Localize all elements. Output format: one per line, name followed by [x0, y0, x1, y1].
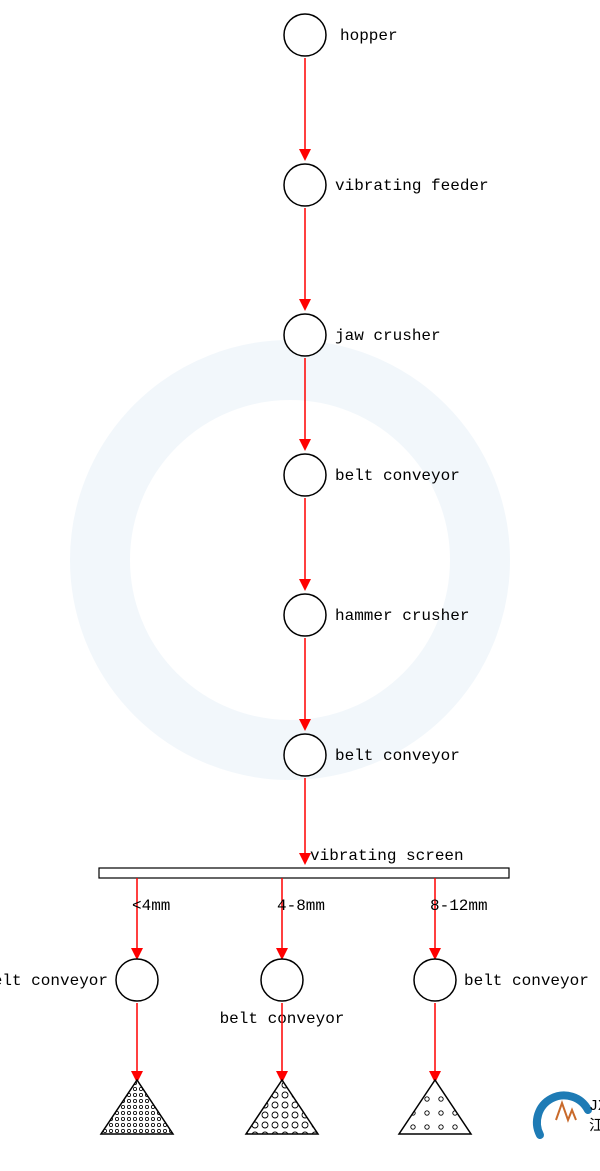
label-jaw-crusher: jaw crusher [335, 327, 441, 345]
logo-sub: 江 [589, 1117, 600, 1135]
node-branch-1 [261, 959, 303, 1001]
node-jaw-crusher [284, 314, 326, 356]
node-belt-conveyor [284, 454, 326, 496]
watermark-logo: JXS 江 [537, 1095, 600, 1135]
label-vibrating-feeder: vibrating feeder [335, 177, 489, 195]
label-belt-conveyor: belt conveyor [335, 747, 460, 765]
output-pile-2 [399, 1080, 471, 1134]
output-pile-1 [246, 1080, 318, 1134]
node-branch-2 [414, 959, 456, 1001]
label-vibrating-screen: vibrating screen [310, 847, 464, 865]
label-branch-0: belt conveyor [0, 972, 108, 990]
node-hopper [284, 14, 326, 56]
label-belt-conveyor: belt conveyor [335, 467, 460, 485]
label-size-0: <4mm [132, 897, 170, 915]
output-pile-0 [101, 1080, 173, 1134]
label-branch-2: belt conveyor [464, 972, 589, 990]
label-hopper: hopper [340, 27, 398, 45]
node-belt-conveyor [284, 734, 326, 776]
node-hammer-crusher [284, 594, 326, 636]
logo-text: JXS [589, 1098, 600, 1115]
label-size-1: 4-8mm [277, 897, 325, 915]
label-hammer-crusher: hammer crusher [335, 607, 469, 625]
label-size-2: 8-12mm [430, 897, 488, 915]
vibrating-screen-bar [99, 868, 509, 878]
node-branch-0 [116, 959, 158, 1001]
node-vibrating-feeder [284, 164, 326, 206]
